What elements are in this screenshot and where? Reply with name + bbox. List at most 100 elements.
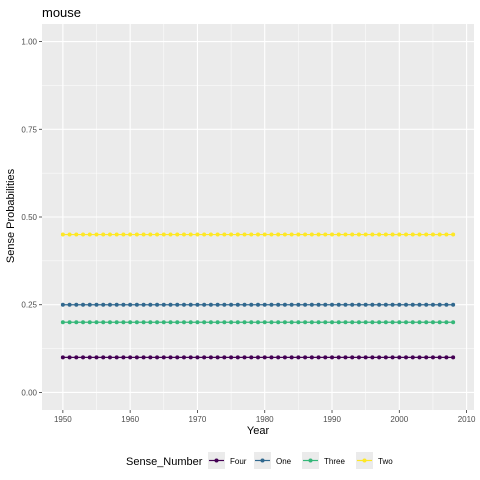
data-point (303, 320, 308, 325)
data-point (155, 302, 160, 307)
data-point (215, 320, 220, 325)
legend-key-point (308, 458, 313, 463)
data-point (316, 302, 321, 307)
data-point (155, 320, 160, 325)
data-point (417, 302, 422, 307)
data-point (377, 302, 382, 307)
legend-title: Sense_Number (126, 456, 203, 468)
data-point (81, 302, 86, 307)
data-point (202, 355, 207, 360)
data-point (350, 355, 355, 360)
legend-label: Two (378, 457, 393, 466)
data-point (404, 355, 409, 360)
data-point (262, 320, 267, 325)
data-point (249, 302, 254, 307)
data-point (74, 232, 79, 237)
data-point (356, 320, 361, 325)
y-tick-label: 0.75 (21, 125, 37, 134)
data-point (222, 320, 227, 325)
data-point (134, 355, 139, 360)
data-point (107, 302, 112, 307)
data-point (316, 320, 321, 325)
series-two (60, 232, 456, 237)
data-point (202, 320, 207, 325)
data-point (168, 320, 173, 325)
data-point (168, 232, 173, 237)
data-point (60, 355, 65, 360)
y-tick-label: 0.00 (21, 388, 37, 397)
data-point (168, 302, 173, 307)
data-point (336, 320, 341, 325)
data-point (215, 355, 220, 360)
y-tick-label: 1.00 (21, 38, 37, 47)
data-point (215, 302, 220, 307)
data-point (161, 320, 166, 325)
data-point (424, 232, 429, 237)
data-point (336, 232, 341, 237)
data-point (175, 320, 180, 325)
y-tick-label: 0.25 (21, 301, 37, 310)
data-point (208, 302, 213, 307)
data-point (276, 302, 281, 307)
data-point (81, 320, 86, 325)
y-axis-title: Sense Probabilities (5, 168, 17, 263)
chart-title: mouse (42, 5, 81, 20)
data-point (141, 320, 146, 325)
x-tick-label: 1980 (256, 415, 274, 424)
x-tick-label: 2010 (458, 415, 476, 424)
data-point (430, 302, 435, 307)
data-point (74, 302, 79, 307)
data-point (424, 302, 429, 307)
data-point (437, 320, 442, 325)
data-point (208, 355, 213, 360)
x-tick-label: 2000 (390, 415, 408, 424)
data-point (397, 355, 402, 360)
legend-label: Three (324, 457, 345, 466)
data-point (444, 232, 449, 237)
data-point (370, 355, 375, 360)
data-point (175, 232, 180, 237)
data-point (181, 355, 186, 360)
data-point (235, 320, 240, 325)
data-point (296, 302, 301, 307)
data-point (60, 232, 65, 237)
data-point (155, 355, 160, 360)
data-point (370, 232, 375, 237)
data-point (242, 232, 247, 237)
data-point (188, 320, 193, 325)
y-tick-label: 0.50 (21, 213, 37, 222)
data-point (114, 232, 119, 237)
data-point (195, 355, 200, 360)
data-point (107, 355, 112, 360)
data-point (94, 232, 99, 237)
data-point (390, 302, 395, 307)
data-point (410, 302, 415, 307)
data-point (282, 302, 287, 307)
data-point (155, 232, 160, 237)
data-point (107, 320, 112, 325)
data-point (377, 320, 382, 325)
data-point (404, 302, 409, 307)
data-point (148, 320, 153, 325)
data-point (282, 355, 287, 360)
data-point (235, 302, 240, 307)
data-point (437, 302, 442, 307)
legend-label: One (276, 457, 292, 466)
data-point (215, 232, 220, 237)
data-point (195, 320, 200, 325)
data-point (188, 232, 193, 237)
data-point (128, 232, 133, 237)
data-point (195, 232, 200, 237)
data-point (323, 355, 328, 360)
data-point (390, 355, 395, 360)
data-point (303, 302, 308, 307)
x-axis-title: Year (247, 425, 270, 437)
legend: Sense_Number Four One Three Two (126, 452, 393, 469)
y-axis-ticks: 0.00 0.25 0.50 0.75 1.00 (21, 38, 42, 397)
legend-item-three: Three (302, 452, 345, 469)
data-point (148, 302, 153, 307)
data-point (363, 302, 368, 307)
x-tick-label: 1950 (54, 415, 72, 424)
data-point (444, 320, 449, 325)
x-tick-label: 1960 (121, 415, 139, 424)
